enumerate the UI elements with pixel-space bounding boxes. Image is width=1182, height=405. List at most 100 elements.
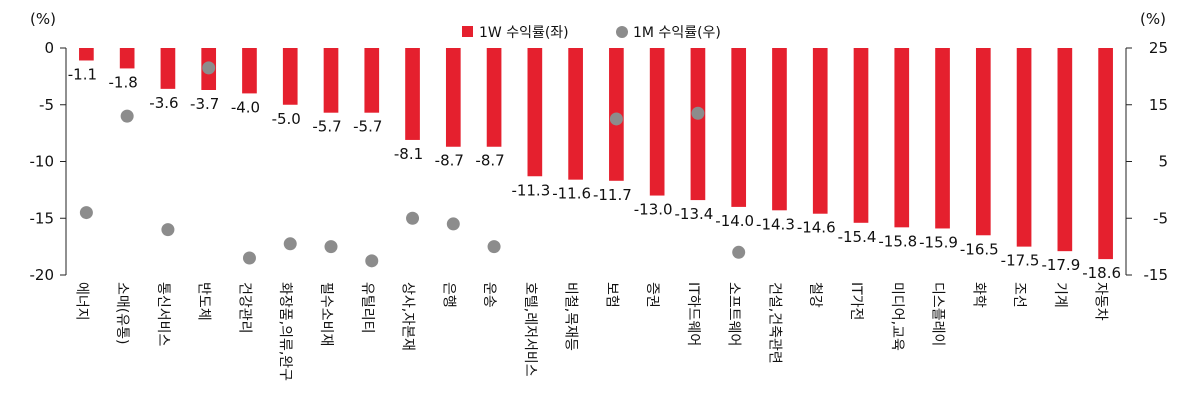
category-label: 운송 [481,282,497,308]
dot [691,106,705,120]
bar-value-label: -15.9 [919,233,958,251]
bar [690,48,706,201]
bar-value-label: -8.7 [475,152,504,170]
bar [568,48,583,180]
right-tick-label: 15 [1149,96,1168,114]
bar [1098,48,1113,260]
left-tick-label: -15 [30,209,55,227]
bar [242,48,257,94]
left-axis-unit: (%) [30,10,56,28]
category-label: 소매(유통) [114,282,130,344]
category-label: 화장품,의류,완구 [277,282,293,381]
bar-value-label: -11.3 [511,181,550,199]
bar [364,48,380,113]
bar-value-label: -13.0 [634,201,673,219]
bar-value-label: -16.5 [960,240,999,258]
bar [79,48,94,61]
bar-value-label: -14.0 [715,212,754,230]
bar [445,48,461,147]
category-label: 미디어,교육 [889,282,905,351]
category-label: 건강관리 [236,282,252,334]
dot [79,206,93,220]
dot [365,254,379,268]
bar [731,48,747,207]
legend-bar-swatch [462,26,473,37]
bar-value-label: -11.6 [552,185,591,203]
dot [324,240,338,254]
bar-value-label: -14.3 [756,215,795,233]
legend-bar-label: 1W 수익률(좌) [479,25,569,41]
right-tick-label: 5 [1158,153,1168,171]
left-tick-label: -5 [39,96,54,114]
category-label: 보험 [603,282,619,308]
category-label: 조선 [1011,282,1027,308]
category-label: 철강 [807,282,823,308]
bar [323,48,339,113]
category-label: 필수소비재 [318,282,334,346]
bar [853,48,869,223]
right-tick-label: -5 [1153,209,1168,227]
bar-value-label: -17.9 [1041,256,1080,274]
right-axis-unit: (%) [1140,10,1166,28]
bar-value-label: -8.7 [435,152,464,170]
bar-value-label: -3.7 [190,95,219,113]
category-label: 소프트웨어 [726,282,742,346]
legend-dot-swatch [616,26,628,38]
bar-value-label: -5.0 [272,110,301,128]
bar [1016,48,1032,247]
right-tick-label: 25 [1149,39,1168,57]
left-tick-label: -10 [30,153,55,171]
bar-value-label: -5.7 [312,118,341,136]
dot [609,112,623,126]
category-label: 기계 [1052,282,1068,308]
bar-value-label: -8.1 [394,145,423,163]
dot [732,245,746,259]
category-label: 호텔,레저서비스 [522,282,538,377]
bar [160,48,176,89]
bar-value-label: -5.7 [353,118,382,136]
bar-value-label: -15.8 [878,232,917,250]
bar [119,48,135,69]
bar [894,48,910,228]
dot [202,61,216,75]
right-axis-ticks: 25 15 5 -5 -15 [1126,39,1168,284]
dot [161,223,175,237]
category-label: 화학 [970,282,986,308]
category-label: 자동차 [1093,282,1109,321]
category-label: 반도체 [196,282,212,321]
bar [812,48,828,214]
category-label: IT가전 [848,282,864,320]
bar-value-label: -4.0 [231,98,260,116]
bar [772,48,787,211]
dots [79,61,746,268]
left-tick-label: -20 [30,266,55,284]
dot [242,251,256,265]
dot [487,240,501,254]
category-label: 은행 [440,282,456,308]
category-label: 증권 [644,282,660,308]
left-axis-ticks: 0 -5 -10 -15 -20 [30,39,66,284]
bar-value-label: -3.6 [149,94,178,112]
dot [283,237,297,251]
bar [527,48,543,177]
dot [446,217,460,231]
bar-value-label: -13.4 [675,205,714,223]
category-label: 디스플레이 [930,282,946,346]
category-label: 상사,자본재 [400,282,416,351]
bar-value-label: -15.4 [838,228,877,246]
legend-dot-label: 1M 수익률(우) [633,25,721,41]
category-label: 통신서비스 [155,282,171,347]
bar-value-label: -17.5 [1001,252,1040,270]
bar-value-label: -11.7 [593,186,632,204]
category-label: 유틸리티 [359,282,375,334]
dot [406,211,420,225]
bar-value-label: -18.6 [1082,264,1121,282]
bar [282,48,298,105]
dot [120,109,134,123]
bars [79,48,1113,260]
bar [935,48,950,229]
category-label: 건설,건축관련 [766,282,782,364]
category-label: 비철,목재등 [563,282,579,351]
bar [405,48,420,140]
